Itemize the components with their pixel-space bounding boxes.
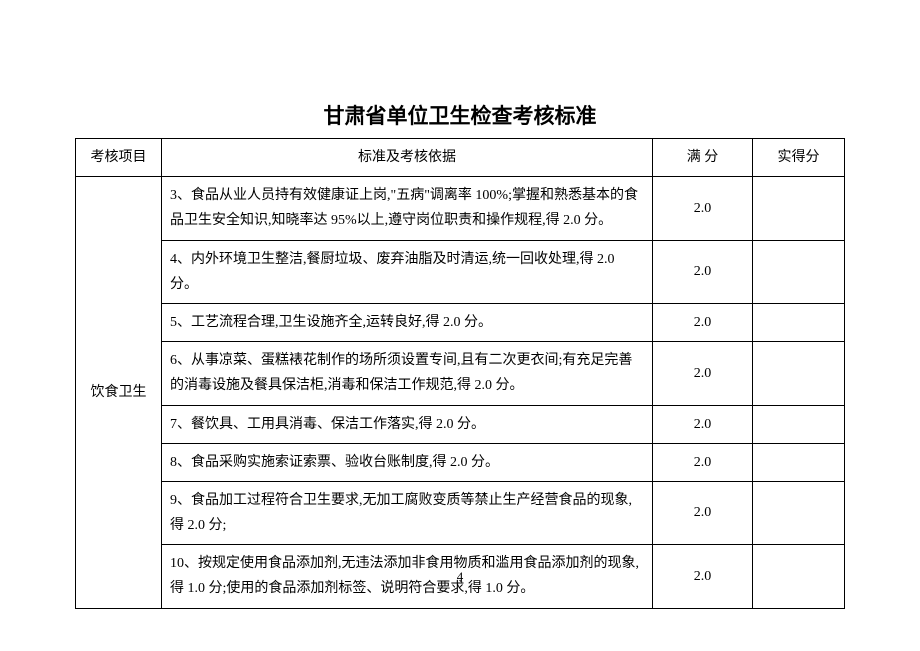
table-row: 9、食品加工过程符合卫生要求,无加工腐败变质等禁止生产经营食品的现象,得 2.0… bbox=[76, 481, 845, 544]
criteria-cell: 7、餐饮具、工用具消毒、保洁工作落实,得 2.0 分。 bbox=[162, 405, 653, 443]
table-row: 4、内外环境卫生整洁,餐厨垃圾、废弃油脂及时清运,统一回收处理,得 2.0 分。… bbox=[76, 240, 845, 303]
full-score-cell: 2.0 bbox=[653, 443, 753, 481]
full-score-cell: 2.0 bbox=[653, 303, 753, 341]
criteria-cell: 5、工艺流程合理,卫生设施齐全,运转良好,得 2.0 分。 bbox=[162, 303, 653, 341]
category-cell: 饮食卫生 bbox=[76, 177, 162, 608]
table-row: 5、工艺流程合理,卫生设施齐全,运转良好,得 2.0 分。 2.0 bbox=[76, 303, 845, 341]
assessment-table: 考核项目 标准及考核依据 满 分 实得分 饮食卫生 3、食品从业人员持有效健康证… bbox=[75, 138, 845, 609]
actual-score-cell bbox=[753, 443, 845, 481]
full-score-cell: 2.0 bbox=[653, 481, 753, 544]
criteria-cell: 3、食品从业人员持有效健康证上岗,"五病"调离率 100%;掌握和熟悉基本的食品… bbox=[162, 177, 653, 240]
table-row: 7、餐饮具、工用具消毒、保洁工作落实,得 2.0 分。 2.0 bbox=[76, 405, 845, 443]
actual-score-cell bbox=[753, 405, 845, 443]
actual-score-cell bbox=[753, 240, 845, 303]
table-header-row: 考核项目 标准及考核依据 满 分 实得分 bbox=[76, 139, 845, 177]
actual-score-cell bbox=[753, 177, 845, 240]
table-row: 饮食卫生 3、食品从业人员持有效健康证上岗,"五病"调离率 100%;掌握和熟悉… bbox=[76, 177, 845, 240]
actual-score-cell bbox=[753, 481, 845, 544]
header-category: 考核项目 bbox=[76, 139, 162, 177]
table-row: 8、食品采购实施索证索票、验收台账制度,得 2.0 分。 2.0 bbox=[76, 443, 845, 481]
page-title: 甘肃省单位卫生检查考核标准 bbox=[75, 100, 845, 130]
criteria-cell: 4、内外环境卫生整洁,餐厨垃圾、废弃油脂及时清运,统一回收处理,得 2.0 分。 bbox=[162, 240, 653, 303]
criteria-cell: 8、食品采购实施索证索票、验收台账制度,得 2.0 分。 bbox=[162, 443, 653, 481]
actual-score-cell bbox=[753, 303, 845, 341]
header-criteria: 标准及考核依据 bbox=[162, 139, 653, 177]
full-score-cell: 2.0 bbox=[653, 177, 753, 240]
criteria-cell: 9、食品加工过程符合卫生要求,无加工腐败变质等禁止生产经营食品的现象,得 2.0… bbox=[162, 481, 653, 544]
page-number: 4 bbox=[0, 569, 920, 585]
criteria-cell: 6、从事凉菜、蛋糕裱花制作的场所须设置专间,且有二次更衣间;有充足完善的消毒设施… bbox=[162, 342, 653, 405]
table-row: 6、从事凉菜、蛋糕裱花制作的场所须设置专间,且有二次更衣间;有充足完善的消毒设施… bbox=[76, 342, 845, 405]
table-body: 饮食卫生 3、食品从业人员持有效健康证上岗,"五病"调离率 100%;掌握和熟悉… bbox=[76, 177, 845, 608]
full-score-cell: 2.0 bbox=[653, 240, 753, 303]
header-actual-score: 实得分 bbox=[753, 139, 845, 177]
full-score-cell: 2.0 bbox=[653, 405, 753, 443]
header-full-score: 满 分 bbox=[653, 139, 753, 177]
actual-score-cell bbox=[753, 342, 845, 405]
full-score-cell: 2.0 bbox=[653, 342, 753, 405]
